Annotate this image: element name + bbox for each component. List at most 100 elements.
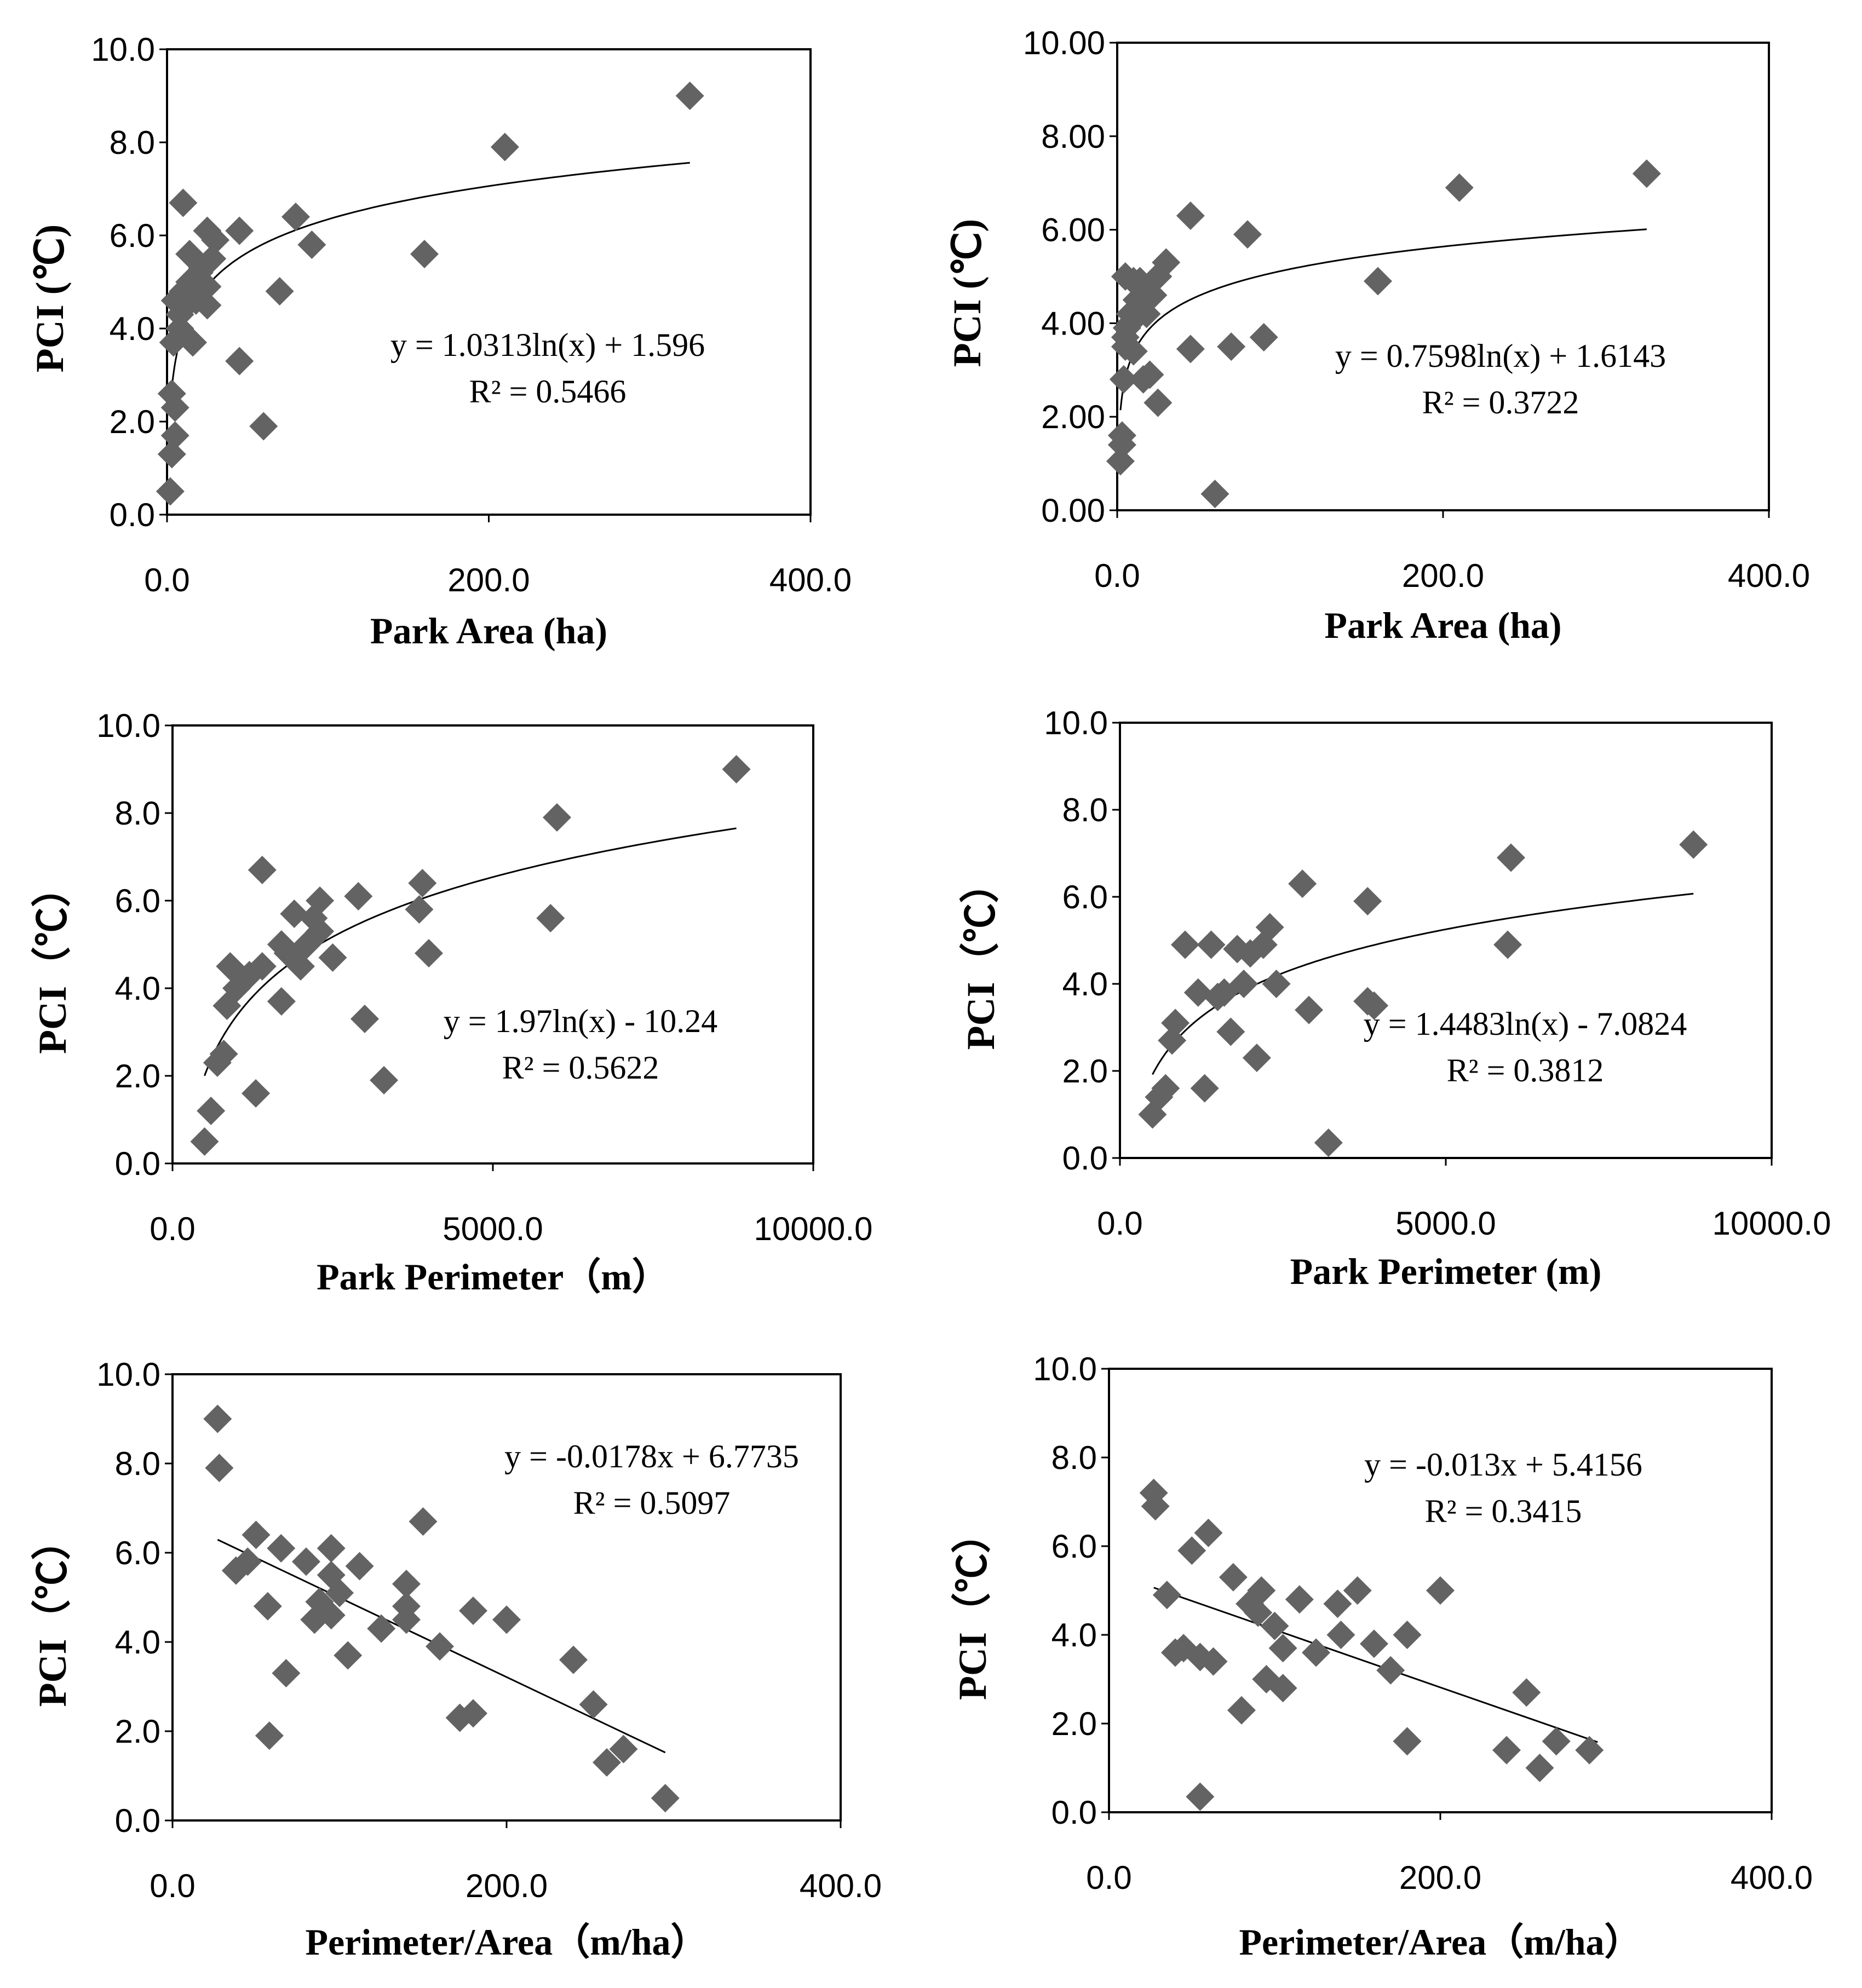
- data-point: [1176, 201, 1205, 230]
- data-point: [1200, 480, 1229, 509]
- y-tick-label: 10.0: [96, 1356, 160, 1393]
- data-point: [169, 188, 198, 217]
- y-tick-label: 8.0: [110, 124, 155, 161]
- r-squared-label: R² = 0.5466: [469, 373, 627, 410]
- data-point: [1194, 1518, 1223, 1547]
- data-point: [197, 1097, 226, 1125]
- y-tick-label: 4.0: [115, 970, 160, 1007]
- data-point: [318, 943, 347, 972]
- data-point: [1158, 1026, 1187, 1055]
- data-point: [1445, 173, 1474, 202]
- data-point: [1107, 430, 1136, 459]
- x-tick-label: 5000.0: [442, 1211, 543, 1247]
- y-tick-label: 6.0: [110, 217, 155, 254]
- x-tick-label: 400.0: [1731, 1859, 1813, 1896]
- y-tick-label: 2.0: [110, 404, 155, 440]
- y-tick-label: 4.0: [110, 310, 155, 347]
- data-point: [1288, 869, 1317, 898]
- data-point: [267, 930, 296, 959]
- y-axis-label: PCI（℃）: [959, 864, 1003, 1050]
- y-tick-label: 2.0: [115, 1058, 160, 1094]
- data-point: [1183, 978, 1212, 1007]
- data-point: [297, 231, 326, 259]
- x-tick-label: 0.0: [1094, 557, 1140, 594]
- data-point: [267, 1534, 296, 1563]
- data-point: [490, 132, 519, 162]
- data-point: [1143, 388, 1173, 417]
- x-tick-label: 400.0: [1728, 557, 1810, 594]
- data-point: [1268, 1634, 1297, 1663]
- data-point: [344, 882, 373, 911]
- data-point: [267, 987, 296, 1016]
- data-point: [156, 477, 185, 506]
- data-point: [367, 1614, 396, 1643]
- data-point: [1632, 159, 1661, 188]
- data-point: [1197, 930, 1226, 959]
- data-point: [255, 1721, 284, 1750]
- y-tick-label: 6.0: [115, 883, 160, 919]
- y-tick-label: 2.0: [115, 1713, 160, 1750]
- plot-frame: [1116, 42, 1770, 511]
- data-point: [1129, 365, 1158, 394]
- data-point: [459, 1596, 487, 1625]
- data-point: [1426, 1576, 1455, 1605]
- data-point: [593, 1748, 621, 1777]
- data-point: [157, 440, 186, 469]
- x-tick-label: 400.0: [769, 562, 852, 598]
- x-tick-label: 200.0: [1402, 557, 1484, 594]
- data-point: [249, 412, 278, 441]
- y-tick-label: 4.0: [1051, 1617, 1097, 1653]
- chart-panel-3: 0.0 2.0 4.0 6.0 8.0 10.0 0.0 5000.0 10000.0 Park …: [31, 707, 872, 1298]
- data-point: [1176, 335, 1205, 364]
- data-point: [1242, 1044, 1271, 1073]
- data-point: [1203, 982, 1232, 1011]
- data-point: [1393, 1727, 1422, 1756]
- data-point: [160, 421, 189, 450]
- data-point: [459, 1699, 487, 1728]
- x-tick-label: 0.0: [144, 562, 189, 598]
- regression-equation: y = 1.0313ln(x) + 1.596: [390, 327, 705, 363]
- data-point: [280, 900, 309, 928]
- x-axis-label: Park Area (ha): [1324, 604, 1561, 646]
- data-point: [1323, 1589, 1352, 1618]
- y-tick-label: 10.0: [96, 707, 160, 744]
- y-tick-label: 6.00: [1041, 212, 1105, 249]
- data-point: [325, 1578, 354, 1607]
- data-point: [1302, 1638, 1331, 1667]
- data-point: [334, 1641, 363, 1670]
- data-point: [273, 939, 302, 967]
- data-point: [1497, 843, 1525, 872]
- data-point: [190, 1127, 219, 1156]
- x-tick-label: 0.0: [1097, 1205, 1142, 1242]
- chart-panel-5: 0.0 2.0 4.0 6.0 8.0 10.0 0.0 200.0 400.0 Perimete…: [31, 1356, 882, 1963]
- x-axis-label: Park Area (ha): [370, 610, 607, 652]
- data-point: [392, 1570, 421, 1599]
- data-point: [159, 328, 188, 357]
- data-point: [1190, 1074, 1219, 1103]
- data-point: [242, 1079, 271, 1108]
- data-point: [1171, 930, 1199, 959]
- y-tick-label: 2.0: [1062, 1053, 1108, 1090]
- x-axis-label: Perimeter/Area（m/ha）: [305, 1921, 708, 1963]
- data-point: [350, 1005, 379, 1033]
- data-point: [317, 1601, 346, 1630]
- data-point: [409, 1507, 438, 1536]
- data-point: [1364, 267, 1392, 296]
- data-point: [1353, 886, 1382, 915]
- data-point: [1216, 1017, 1245, 1046]
- regression-equation: y = -0.013x + 5.4156: [1364, 1447, 1642, 1483]
- x-tick-label: 200.0: [1399, 1859, 1481, 1896]
- y-tick-label: 10.0: [91, 31, 155, 68]
- data-point: [212, 992, 242, 1020]
- data-point: [1285, 1585, 1314, 1614]
- data-point: [1260, 1611, 1289, 1640]
- data-point: [675, 82, 704, 110]
- x-tick-label: 200.0: [465, 1868, 548, 1904]
- y-tick-label: 0.0: [1051, 1794, 1097, 1831]
- y-tick-label: 2.00: [1041, 399, 1105, 435]
- data-point: [1119, 337, 1148, 366]
- y-tick-label: 0.0: [1062, 1140, 1108, 1177]
- y-axis-label: PCI (℃): [945, 219, 989, 367]
- data-point: [1525, 1754, 1554, 1782]
- data-point: [1268, 1674, 1297, 1703]
